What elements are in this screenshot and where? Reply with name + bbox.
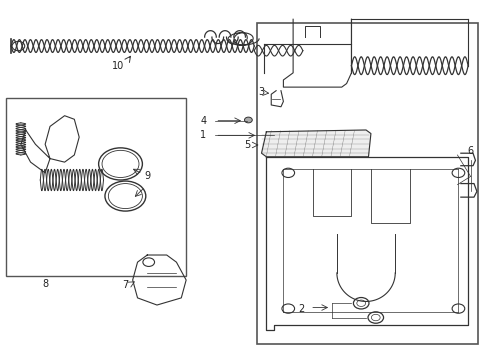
Text: 10: 10 <box>112 61 124 71</box>
Text: 2: 2 <box>298 304 305 314</box>
Text: 4: 4 <box>200 116 206 126</box>
Circle shape <box>244 117 252 123</box>
Polygon shape <box>261 130 370 157</box>
Bar <box>256 23 477 344</box>
Text: 1: 1 <box>200 130 206 140</box>
Text: 9: 9 <box>144 171 150 181</box>
Bar <box>6 98 186 276</box>
Text: 8: 8 <box>42 279 48 289</box>
Text: 6: 6 <box>467 147 473 157</box>
Text: 3: 3 <box>258 87 264 98</box>
Text: 5: 5 <box>244 140 249 150</box>
Text: 7: 7 <box>122 280 128 291</box>
